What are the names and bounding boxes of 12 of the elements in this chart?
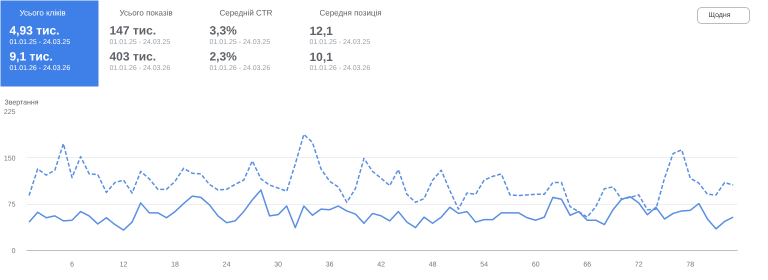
text: 2,3% — [210, 50, 238, 64]
text: Середній CTR — [220, 8, 273, 18]
text: 4,93 тис. — [10, 24, 60, 38]
text: 147 тис. — [110, 24, 156, 38]
text: Середня позиція — [320, 8, 382, 18]
text: Усього показів — [120, 8, 173, 18]
text: 3,3% — [210, 24, 238, 38]
text: 9,1 тис. — [10, 50, 53, 64]
text: 10,1 — [310, 50, 334, 64]
text: 403 тис. — [110, 50, 156, 64]
text: Усього кліків — [20, 8, 66, 18]
text: 12,1 — [310, 24, 334, 38]
